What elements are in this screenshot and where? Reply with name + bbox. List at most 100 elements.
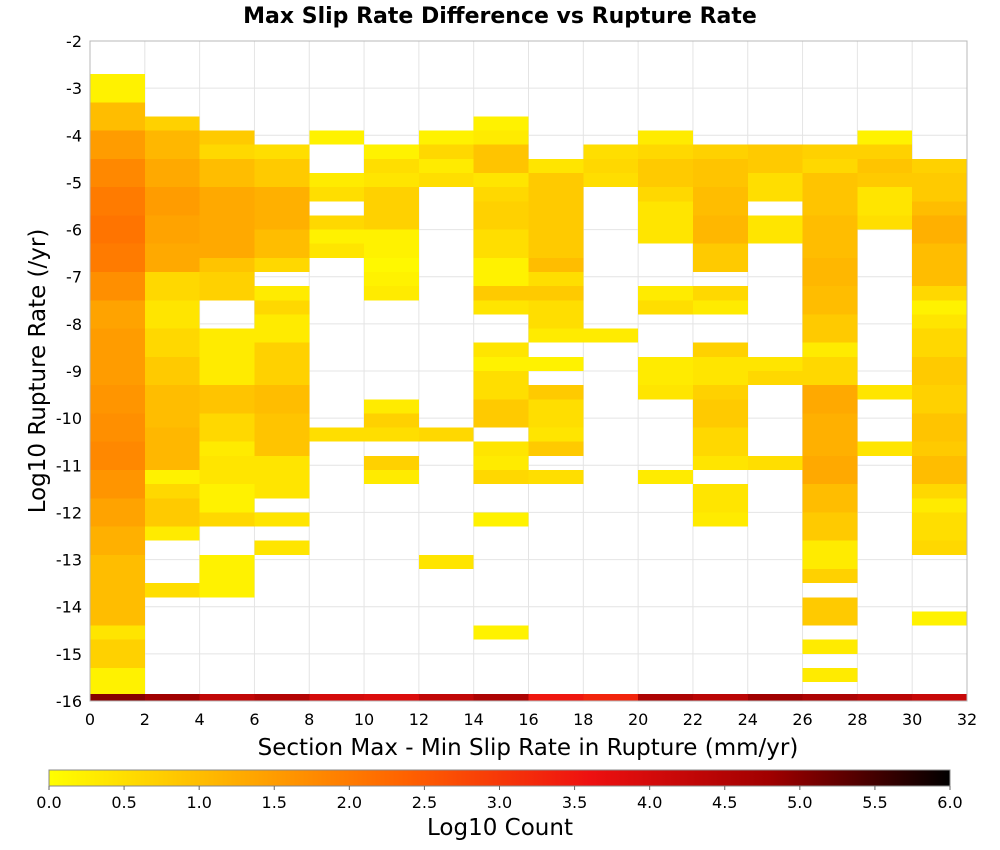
heatmap-cell bbox=[912, 314, 967, 329]
heatmap-cell bbox=[912, 173, 967, 202]
heatmap-cell bbox=[802, 173, 858, 216]
heatmap-cell bbox=[638, 300, 693, 315]
heatmap-cell bbox=[912, 158, 967, 173]
x-tick-label: 24 bbox=[738, 710, 758, 729]
heatmap-cell bbox=[528, 328, 584, 343]
heatmap-cell bbox=[90, 215, 145, 244]
heatmap-cell bbox=[418, 173, 474, 188]
heatmap-cell bbox=[199, 512, 255, 527]
x-tick-label: 14 bbox=[464, 710, 484, 729]
heatmap-cell bbox=[912, 413, 967, 442]
heatmap-cell bbox=[912, 385, 967, 414]
heatmap-cell bbox=[309, 215, 365, 230]
heatmap-cell bbox=[199, 413, 255, 442]
colorbar-tick-label: 0.0 bbox=[36, 793, 61, 812]
heatmap-cell bbox=[473, 300, 529, 315]
heatmap-cell bbox=[90, 272, 145, 301]
heatmap-cell bbox=[144, 130, 200, 159]
heatmap-cell bbox=[90, 300, 145, 329]
heatmap-cell bbox=[528, 385, 584, 400]
heatmap-cell bbox=[692, 342, 748, 357]
heatmap-cell bbox=[912, 484, 967, 499]
heatmap-cell bbox=[473, 693, 529, 701]
colorbar-tick-label: 3.0 bbox=[487, 793, 512, 812]
heatmap-cell bbox=[144, 526, 200, 541]
heatmap-cell bbox=[418, 554, 474, 569]
heatmap-cell bbox=[912, 300, 967, 315]
chart-title: Max Slip Rate Difference vs Rupture Rate bbox=[243, 4, 757, 29]
heatmap-cell bbox=[144, 583, 200, 598]
heatmap-cell bbox=[912, 243, 967, 287]
heatmap-cell bbox=[692, 498, 748, 513]
heatmap-cell bbox=[638, 470, 693, 485]
heatmap-cell bbox=[802, 512, 858, 541]
heatmap-cell bbox=[364, 470, 419, 485]
heatmap-cell bbox=[309, 693, 365, 701]
heatmap-cell bbox=[473, 272, 529, 287]
heatmap-cell bbox=[199, 554, 255, 598]
heatmap-cell bbox=[90, 385, 145, 414]
heatmap-cell bbox=[638, 130, 693, 145]
heatmap-cell bbox=[857, 215, 913, 230]
heatmap-cell bbox=[857, 144, 913, 159]
x-tick-label: 10 bbox=[354, 710, 374, 729]
heatmap-cell bbox=[528, 173, 584, 258]
heatmap-cell bbox=[747, 371, 803, 386]
heatmap-cell bbox=[912, 328, 967, 357]
x-tick-label: 30 bbox=[902, 710, 922, 729]
colorbar-tick-label: 6.0 bbox=[937, 793, 962, 812]
heatmap-cell bbox=[199, 328, 255, 386]
heatmap-cell bbox=[473, 229, 529, 258]
heatmap-cell bbox=[473, 257, 529, 272]
x-tick-label: 28 bbox=[847, 710, 867, 729]
heatmap-cell bbox=[144, 498, 200, 527]
y-tick-label: -16 bbox=[56, 692, 82, 711]
heatmap-cell bbox=[199, 257, 255, 272]
heatmap-cell bbox=[802, 484, 858, 513]
heatmap-cell bbox=[912, 215, 967, 244]
heatmap-cell bbox=[802, 597, 858, 626]
heatmap-cell bbox=[364, 399, 419, 414]
heatmap-cell bbox=[364, 413, 419, 428]
heatmap-cell bbox=[912, 512, 967, 541]
heatmap-cell bbox=[473, 441, 529, 456]
heatmap-cell bbox=[692, 356, 748, 386]
heatmap-cell bbox=[199, 484, 255, 513]
heatmap-cell bbox=[309, 173, 365, 188]
colorbar-tick-label: 2.5 bbox=[412, 793, 437, 812]
heatmap-cell bbox=[857, 173, 913, 188]
heatmap-cell bbox=[90, 470, 145, 499]
heatmap-cell bbox=[473, 201, 529, 230]
heatmap-cell bbox=[364, 229, 419, 258]
heatmap-cell bbox=[144, 158, 200, 188]
heatmap-cell bbox=[199, 272, 255, 301]
colorbar-tick-label: 1.5 bbox=[262, 793, 287, 812]
heatmap-cell bbox=[90, 498, 145, 527]
heatmap-cell bbox=[309, 243, 365, 258]
heatmap-cell bbox=[254, 229, 310, 258]
heatmap-cell bbox=[528, 257, 584, 272]
heatmap-cell bbox=[802, 158, 858, 173]
heatmap-cell bbox=[802, 342, 858, 357]
heatmap-cell bbox=[747, 693, 803, 701]
heatmap-cell bbox=[583, 144, 639, 159]
y-axis-ticks: -16 -15 -14 -13 -12 -11 -10 -9 -8 -7 -6 -5 -4 -3 -2 bbox=[56, 32, 82, 711]
heatmap-cell bbox=[144, 484, 200, 499]
heatmap-cell bbox=[199, 144, 255, 159]
heatmap-cell bbox=[364, 455, 419, 470]
heatmap-cell bbox=[692, 187, 748, 216]
heatmap-cell bbox=[912, 455, 967, 485]
heatmap-cell bbox=[364, 286, 419, 301]
heatmap-cell bbox=[309, 229, 365, 244]
y-tick-label: -13 bbox=[56, 551, 82, 570]
colorbar-tick-label: 2.0 bbox=[337, 793, 362, 812]
heatmap-cell bbox=[857, 187, 913, 216]
heatmap-cell bbox=[309, 130, 365, 145]
heatmap-cell bbox=[254, 342, 310, 386]
heatmap-cell bbox=[802, 144, 858, 159]
heatmap-cell bbox=[90, 693, 145, 701]
heatmap-cell bbox=[857, 441, 913, 456]
heatmap-cell bbox=[90, 130, 145, 159]
heatmap-cell bbox=[144, 470, 200, 485]
heatmap-cell bbox=[473, 342, 529, 357]
